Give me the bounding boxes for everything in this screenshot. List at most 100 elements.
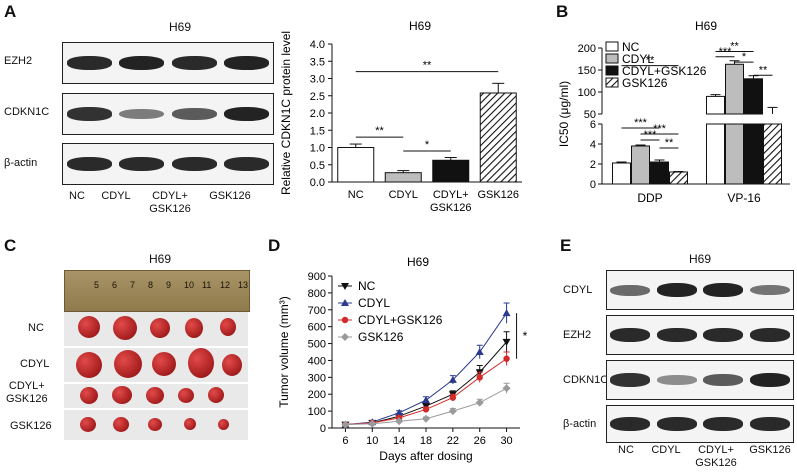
blot-e-cdyl xyxy=(606,270,794,310)
blot-e-ezh2 xyxy=(606,315,794,355)
chart-d-point xyxy=(502,384,511,393)
chart-d-ytick-label: 300 xyxy=(308,372,326,384)
chart-a-xtick-label: GSK126 xyxy=(430,202,472,214)
blot-band xyxy=(656,375,697,385)
tumor xyxy=(185,318,203,338)
blot-band xyxy=(749,373,790,387)
blot-band xyxy=(749,284,790,296)
blot-band xyxy=(703,328,743,342)
tumor xyxy=(184,418,196,430)
chart-d-point xyxy=(449,394,457,401)
blot-band xyxy=(703,374,743,386)
chart-b-ylabel: IC50 (μg/ml) xyxy=(557,81,571,147)
chart-b-ytick-label: 100 xyxy=(578,87,596,99)
chart-a-sig-label: ** xyxy=(375,125,384,137)
chart-a-title: H69 xyxy=(409,19,431,33)
chart-d-legend-marker xyxy=(341,283,349,290)
chart-b-ytick-label: 2 xyxy=(590,159,596,171)
blot-a-actin xyxy=(62,143,274,185)
blot-band xyxy=(224,107,270,121)
ruler-number: 6 xyxy=(112,280,118,290)
tumor xyxy=(178,388,194,403)
chart-b-ytick-label: 150 xyxy=(578,65,596,77)
blot-e-label-cdkn1c: CDKN1C xyxy=(563,374,609,386)
chart-d-legend-label: CDYL+GSK126 xyxy=(358,313,443,327)
tumor xyxy=(220,318,236,336)
chart-a-bar: H69 0.0 0.5 1.0 1.5 2.0 2.5 3.0 3.5 4.0 Relative C… xyxy=(279,19,522,214)
blot-band xyxy=(224,157,270,171)
chart-a-bar xyxy=(432,159,470,183)
chart-b-bar xyxy=(725,123,744,185)
chart-b-sig-label: ** xyxy=(665,137,674,149)
chart-d-point xyxy=(448,407,457,416)
chart-a-bar xyxy=(479,92,517,183)
chart-d-line: H69 0 100 200 300 400 500 600 700 800 900 6 10 14 18 22… xyxy=(277,255,528,463)
chart-d-legend-marker xyxy=(341,316,349,324)
tumor xyxy=(76,352,102,378)
chart-d-point xyxy=(422,406,430,413)
panel-c-title: H69 xyxy=(148,252,171,266)
ruler xyxy=(64,270,250,312)
blot-band xyxy=(656,283,697,297)
chart-b-sig-label: *** xyxy=(653,123,667,135)
chart-d-xlabel: Days after dosing xyxy=(379,449,472,463)
tumor xyxy=(146,387,164,404)
tumor xyxy=(113,417,129,432)
chart-b-bar xyxy=(631,145,650,185)
blot-band xyxy=(66,56,112,70)
blot-band xyxy=(610,328,650,342)
ruler-numbers: 5 6 7 8 9 10 11 12 13 xyxy=(64,280,248,294)
chart-d-ytick-label: 500 xyxy=(308,339,326,351)
chart-b-title: H69 xyxy=(695,19,717,33)
chart-a-ytick-label: 3.5 xyxy=(310,56,325,68)
blot-band xyxy=(119,108,165,120)
chart-b-sig-label: ** xyxy=(646,55,655,67)
chart-d-point xyxy=(448,375,457,383)
blot-band xyxy=(610,284,650,296)
tumor-label-cdyl: CDYL xyxy=(20,358,50,370)
tumor xyxy=(208,387,224,403)
chart-a-bar xyxy=(384,172,422,183)
chart-d-ytick-label: 200 xyxy=(308,389,326,401)
panel-a-letter: A xyxy=(4,2,17,21)
chart-d-ytick-label: 700 xyxy=(308,305,326,317)
chart-b-sig-label: *** xyxy=(634,117,648,129)
chart-a-sig-label: * xyxy=(425,139,430,151)
lane-a-gsk126: GSK126 xyxy=(209,190,251,202)
blot-a-label-cdkn1c: CDKN1C xyxy=(4,106,50,118)
ruler-number: 8 xyxy=(148,280,154,290)
blot-band xyxy=(171,157,217,171)
ruler-number: 11 xyxy=(202,280,212,290)
chart-b-legend-swatch xyxy=(605,41,619,52)
chart-d-point xyxy=(422,396,430,404)
blot-band xyxy=(656,328,697,342)
chart-b-legend-swatch xyxy=(605,53,619,64)
tumor xyxy=(113,316,137,340)
chart-b-sig-label: ** xyxy=(730,41,739,53)
chart-d-point xyxy=(475,348,484,355)
blot-e-cdkn1c xyxy=(606,360,794,400)
chart-d-point xyxy=(422,414,430,423)
blot-a-cdkn1c xyxy=(62,93,274,135)
blot-band xyxy=(66,157,112,171)
chart-d-legend-label: GSK126 xyxy=(358,330,404,344)
chart-d-ylabel: Tumor volume (mm³) xyxy=(277,296,291,408)
ruler-number: 10 xyxy=(184,280,195,290)
chart-d-xtick-label: 6 xyxy=(342,435,348,447)
blot-a-label-actin: β-actin xyxy=(4,157,38,169)
panel-a-blot-title: H69 xyxy=(168,20,191,34)
tumor xyxy=(148,418,162,431)
chart-a-ytick-label: 0.5 xyxy=(310,160,325,172)
blot-band xyxy=(171,108,217,120)
chart-a-bar xyxy=(337,147,375,183)
chart-b-ytick-label: 200 xyxy=(578,43,596,55)
chart-d-ytick-label: 100 xyxy=(308,406,326,418)
chart-a-ytick-label: 3.0 xyxy=(310,74,325,86)
tumor xyxy=(218,419,229,430)
blot-e-label-ezh2: EZH2 xyxy=(563,329,592,341)
blot-band xyxy=(749,417,790,431)
tumor xyxy=(112,386,132,404)
blot-band xyxy=(119,56,165,70)
tumor xyxy=(150,318,170,338)
